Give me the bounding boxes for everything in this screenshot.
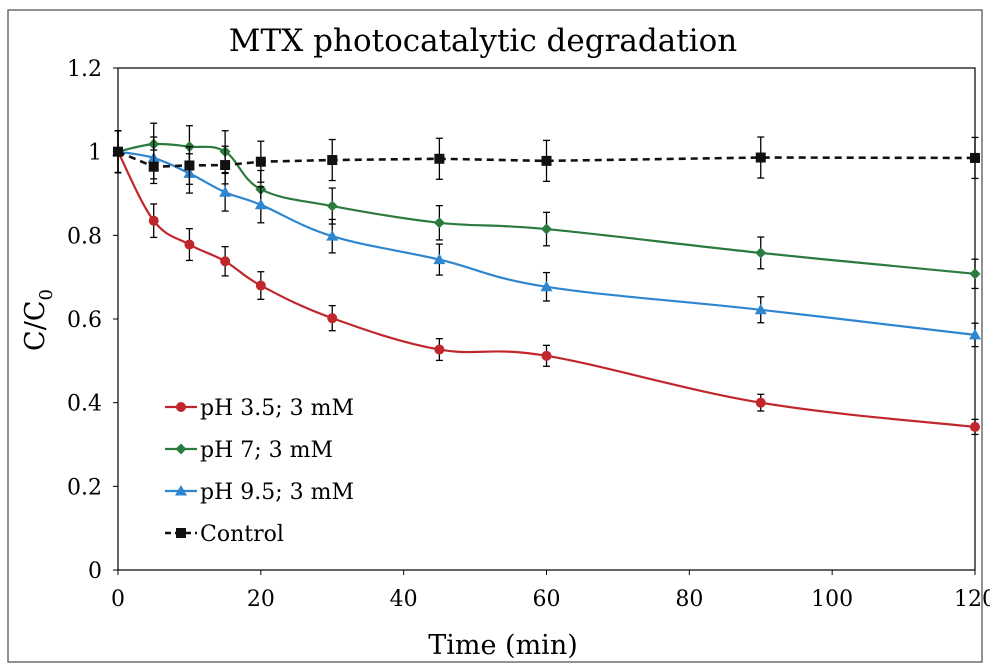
x-tick-label: 40 (390, 587, 418, 612)
x-tick-label: 120 (954, 587, 990, 612)
data-point (113, 146, 123, 157)
series-layer (112, 122, 981, 436)
y-tick-label: 0.2 (67, 475, 102, 500)
y-axis-label-subscript: 0 (36, 289, 57, 300)
data-point (434, 344, 445, 355)
series-line (117, 150, 976, 169)
data-point (434, 153, 445, 164)
data-point (255, 156, 266, 167)
data-point (326, 200, 338, 212)
data-point (327, 313, 338, 324)
legend-item-ph-3-5-3-mm: pH 3.5; 3 mM (165, 396, 354, 421)
data-point (254, 198, 267, 210)
x-axis-label: Time (min) (428, 630, 578, 661)
legend-item-control: Control (165, 522, 284, 547)
data-point (970, 152, 980, 163)
x-tick-label: 100 (811, 587, 853, 612)
data-point (754, 303, 767, 315)
x-tick-label: 20 (247, 587, 275, 612)
x-tick-label: 60 (533, 587, 561, 612)
y-tick-label: 0.6 (67, 308, 102, 333)
x-tick-label: 0 (111, 587, 125, 612)
legend-swatch-marker (176, 528, 186, 538)
data-point (541, 350, 552, 361)
data-point (148, 215, 159, 226)
data-point (184, 239, 195, 250)
y-tick-label: 0.8 (67, 224, 102, 249)
data-point (255, 280, 266, 291)
svg-text:C/C0: C/C0 (20, 289, 57, 351)
data-point (969, 328, 981, 340)
series-line (117, 151, 976, 429)
legend-label: pH 3.5; 3 mM (200, 396, 354, 421)
data-point (541, 223, 552, 235)
chart-title: MTX photocatalytic degradation (229, 23, 737, 59)
data-point (755, 152, 766, 163)
x-tick-label: 80 (675, 587, 703, 612)
legend-item-ph-7-3-mm: pH 7; 3 mM (165, 438, 333, 463)
data-point (148, 161, 159, 172)
y-tick-label: 1 (88, 141, 102, 166)
legend-swatch-marker (176, 402, 186, 412)
data-point (433, 253, 446, 265)
legend-label: pH 9.5; 3 mM (200, 480, 354, 505)
y-axis-label-main: C/C (20, 301, 51, 351)
series-control (113, 130, 980, 185)
legend: pH 3.5; 3 mM pH 7; 3 mM pH 9.5; 3 mM Contro… (165, 396, 354, 547)
legend-label: pH 7; 3 mM (200, 438, 333, 463)
x-axis-ticks: 0 20 40 60 80 100 120 (111, 570, 990, 612)
data-point (541, 155, 552, 166)
data-point (755, 397, 766, 408)
data-point (970, 421, 980, 432)
data-point (220, 256, 231, 267)
data-point (755, 247, 767, 259)
data-point (433, 217, 445, 229)
y-tick-label: 1.2 (67, 57, 102, 82)
data-point (219, 186, 232, 197)
y-tick-label: 0.4 (67, 392, 102, 417)
y-axis-ticks: 0 0.2 0.4 0.6 0.8 1 1.2 (67, 57, 118, 584)
legend-label: Control (200, 522, 284, 547)
y-axis-label: C/C0 (20, 289, 57, 351)
data-point (969, 268, 981, 280)
data-point (326, 230, 339, 241)
y-tick-label: 0 (88, 559, 102, 584)
data-point (220, 160, 231, 171)
data-point (540, 280, 553, 292)
data-point (327, 155, 338, 166)
data-point (184, 160, 195, 171)
legend-item-ph-9-5-3-mm: pH 9.5; 3 mM (165, 480, 354, 505)
series-ph-3-5-3-mm (113, 130, 980, 436)
legend-swatch-marker (175, 485, 187, 496)
legend-swatch-marker (175, 443, 187, 455)
